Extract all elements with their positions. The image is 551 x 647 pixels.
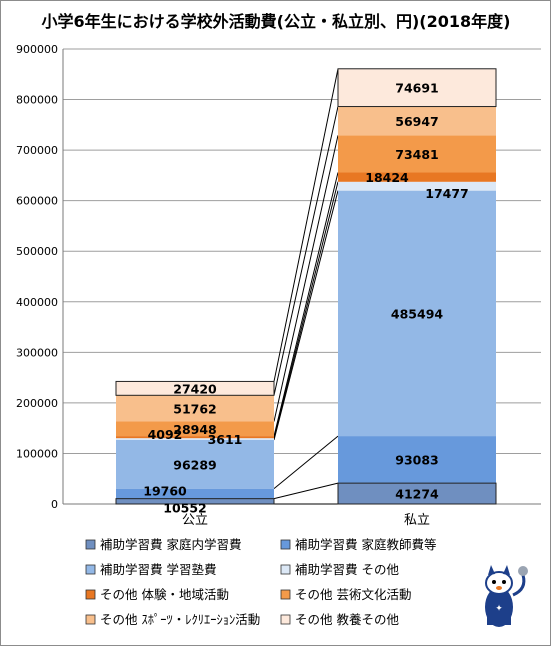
bar-segment-outline	[337, 68, 497, 108]
y-tick-label: 400000	[16, 296, 58, 309]
data-label: 18424	[365, 170, 409, 185]
bar-segment	[338, 436, 496, 484]
legend-swatch	[85, 589, 96, 600]
data-label: 3611	[208, 432, 243, 447]
bars	[115, 68, 497, 505]
legend-label: 補助学習費 学習塾費	[100, 562, 216, 577]
data-label: 41274	[395, 487, 439, 502]
y-tick-label: 800000	[16, 94, 58, 107]
legend-swatch	[85, 614, 96, 625]
y-tick-label: 600000	[16, 195, 58, 208]
legend-label: その他 教養その他	[295, 612, 399, 627]
data-label: 17477	[425, 186, 469, 201]
legend-swatch	[280, 589, 291, 600]
svg-text:✦: ✦	[495, 604, 503, 614]
y-tick-label: 900000	[16, 43, 58, 56]
bar-segment	[338, 68, 496, 107]
connector-line	[273, 190, 339, 441]
legend-label: その他 芸術文化活動	[295, 587, 411, 602]
connector-line	[273, 435, 339, 490]
legend-swatch	[85, 539, 96, 550]
chart-title: 小学6年生における学校外活動費(公立・私立別、円)(2018年度)	[42, 12, 511, 31]
legend-label: 補助学習費 家庭内学習費	[100, 537, 241, 552]
data-label: 96289	[173, 457, 217, 472]
bar-segment	[116, 381, 274, 396]
x-tick-label: 公立	[182, 513, 208, 528]
bar-segment	[338, 190, 496, 437]
connector-line	[273, 68, 339, 382]
bar-segment	[116, 395, 274, 422]
data-label: 93083	[395, 453, 439, 468]
bar-segment	[338, 181, 496, 191]
legend-swatch	[280, 614, 291, 625]
legend-swatch	[85, 564, 96, 575]
connector-line	[273, 181, 339, 439]
bar-segment-outline	[115, 498, 275, 505]
y-tick-label: 300000	[16, 346, 58, 359]
data-label: 51762	[173, 401, 217, 416]
bar-segment	[116, 438, 274, 440]
x-tick-label: 私立	[404, 513, 430, 528]
bar-segment	[116, 436, 274, 439]
y-tick-label: 700000	[16, 144, 58, 157]
data-label: 73481	[395, 147, 439, 162]
data-label: 19760	[143, 484, 187, 499]
connector-line	[273, 106, 339, 396]
legend-swatch	[280, 564, 291, 575]
y-tick-label: 100000	[16, 447, 58, 460]
y-tick-label: 500000	[16, 245, 58, 258]
bar-segment-outline	[337, 482, 497, 505]
data-label: 10552	[163, 500, 207, 515]
bar-segment-outline	[115, 380, 275, 396]
connector-line	[273, 482, 339, 500]
connector-line	[273, 172, 339, 437]
connector-line	[273, 135, 339, 422]
data-label: 4092	[148, 427, 183, 442]
bar-segment	[338, 135, 496, 173]
bar-segment	[116, 421, 274, 437]
data-label: 74691	[395, 81, 439, 96]
cat-mascot-icon: ✦	[485, 565, 528, 627]
legend-label: 補助学習費 家庭教師費等	[295, 537, 436, 552]
legend-label: 補助学習費 その他	[295, 562, 399, 577]
legend-swatch	[280, 539, 291, 550]
bar-segment	[338, 172, 496, 182]
data-label: 485494	[391, 306, 443, 321]
bar-segment	[116, 498, 274, 504]
bar-segment	[338, 483, 496, 504]
connector-lines	[273, 68, 339, 505]
bar-segment	[338, 106, 496, 136]
data-label: 56947	[395, 114, 439, 129]
data-label: 28948	[173, 422, 217, 437]
axes: 0 100000 200000 300000 400000 500000 600000 700…	[16, 43, 541, 528]
y-tick-label: 0	[51, 498, 58, 511]
bar-segment	[116, 488, 274, 499]
y-tick-label: 200000	[16, 397, 58, 410]
legend-label: その他 体験・地域活動	[100, 587, 229, 602]
data-label: 27420	[173, 381, 217, 396]
bar-segment	[116, 439, 274, 489]
legend-label: その他 ｽﾎﾟｰﾂ・ﾚｸﾘｴｰｼｮﾝ活動	[100, 612, 260, 627]
